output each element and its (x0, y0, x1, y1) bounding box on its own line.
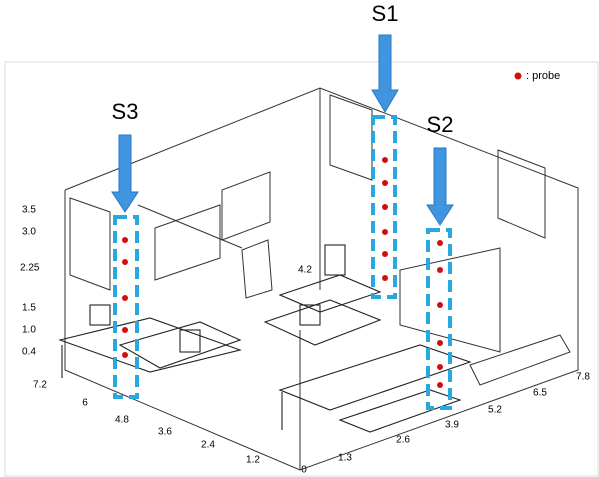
tick-label: 0 (301, 465, 307, 476)
tick-label: 2.25 (20, 263, 40, 274)
tick-label: 6.5 (533, 388, 547, 399)
tick-label: 3.0 (22, 227, 36, 238)
legend-marker (514, 72, 522, 80)
tick-label: 2.4 (201, 440, 215, 451)
height-axis: 3.5 3.0 2.25 1.5 1.0 0.4 (20, 205, 40, 358)
tick-label: 1.3 (338, 453, 352, 464)
tick-label: 3.5 (22, 205, 36, 216)
legend-label: : probe (526, 70, 560, 82)
tick-label: 2.6 (396, 435, 410, 446)
column-s1 (371, 115, 397, 299)
tick-label: 7.8 (576, 372, 590, 383)
tick-label: 4.8 (115, 415, 129, 426)
room-wireframe (64, 87, 579, 471)
tick-label: 5.2 (488, 405, 502, 416)
tick-label: 3.9 (445, 420, 459, 431)
column-s3 (113, 215, 139, 399)
stream-label: S3 (112, 99, 139, 124)
stream-label: S2 (427, 112, 454, 137)
tick-label: 0.4 (22, 347, 36, 358)
frame (4, 61, 599, 477)
tick-label: 4.2 (298, 265, 312, 276)
furniture (58, 244, 472, 433)
tick-label: 1.5 (22, 303, 36, 314)
probes (122, 157, 443, 388)
right-floor-axis: 1.3 2.6 3.9 5.2 6.5 7.8 (338, 372, 590, 464)
measure-columns (113, 115, 452, 410)
tick-label: 7.2 (33, 380, 47, 391)
tick-label: 1.2 (246, 455, 260, 466)
tick-label: 6 (82, 398, 88, 409)
left-floor-axis: 7.2 6 4.8 3.6 2.4 1.2 0 (33, 380, 307, 476)
column-s2 (426, 228, 452, 410)
stream-label: S1 (372, 1, 399, 26)
arrows (111, 34, 454, 226)
tick-label: 1.0 (22, 325, 36, 336)
tick-label: 3.6 (158, 427, 172, 438)
